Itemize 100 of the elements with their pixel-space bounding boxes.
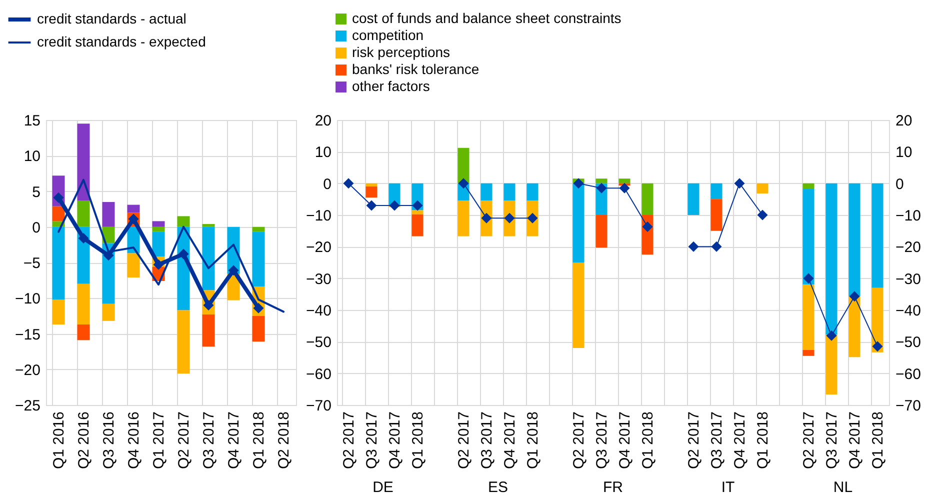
- x-tick-label: Q3 2017: [478, 412, 496, 470]
- point: [228, 265, 239, 276]
- bar: [177, 216, 190, 227]
- bar: [127, 253, 140, 278]
- x-tick-label: Q2 2017: [686, 412, 702, 470]
- x-tick-label: Q1 2018: [410, 412, 426, 470]
- bar: [77, 200, 90, 227]
- y-tick-label: 15: [24, 112, 40, 130]
- y2-tick-label: −30: [896, 270, 921, 288]
- bar: [52, 300, 65, 324]
- legend-label: risk perceptions: [352, 44, 450, 60]
- point: [872, 341, 883, 352]
- x-tick-label: Q1 2018: [870, 412, 886, 470]
- bar: [127, 204, 140, 213]
- y-tick-label: −10: [15, 290, 40, 308]
- point: [178, 248, 189, 260]
- x-tick-label: Q1 2016: [50, 412, 68, 470]
- legend-label: banks' risk tolerance: [352, 61, 480, 77]
- line-series: [58, 178, 284, 313]
- legend-label: cost of funds and balance sheet constraints: [352, 10, 622, 26]
- bar: [618, 178, 630, 184]
- text: DE: [372, 479, 394, 496]
- bar: [152, 221, 165, 227]
- legend-label: other factors: [352, 78, 430, 94]
- x-tick-label: Q3 2017: [594, 412, 610, 470]
- x-tick-label: Q4 2017: [732, 412, 748, 470]
- bar: [252, 316, 265, 342]
- bar: [77, 124, 90, 201]
- x-tick-label: Q2 2017: [340, 412, 358, 470]
- bar: [202, 224, 215, 227]
- text: IT: [721, 479, 735, 496]
- point: [253, 302, 264, 314]
- y-tick-label: 5: [32, 184, 40, 201]
- bar: [102, 226, 115, 244]
- text: NL: [833, 479, 853, 496]
- y-tick-label: 10: [314, 144, 332, 162]
- y-tick-label: −40: [306, 302, 332, 320]
- x-tick-label: Q4 2017: [846, 412, 864, 470]
- bar: [52, 206, 65, 222]
- y-tick-label: 0: [323, 176, 332, 193]
- bar: [77, 284, 90, 324]
- x-tick-label: Q2 2017: [176, 412, 192, 470]
- x-tick-label: Q3 2017: [364, 412, 380, 470]
- bar: [572, 262, 584, 348]
- point: [849, 291, 860, 302]
- bar: [802, 189, 814, 285]
- x-tick-label: Q1 2018: [754, 412, 772, 470]
- x-tick-label: Q4 2017: [226, 412, 242, 470]
- x-tick-label: Q2 2017: [800, 412, 818, 470]
- bar: [77, 324, 90, 340]
- y2-tick-label: 10: [896, 144, 912, 162]
- y-tick-label: −5: [23, 255, 40, 272]
- x-tick-label: Q2 2017: [456, 412, 472, 470]
- bar: [102, 304, 115, 321]
- y-tick-label: 20: [314, 112, 332, 130]
- point: [366, 200, 377, 211]
- x-tick-label: Q1 2017: [150, 412, 168, 470]
- y-tick-label: 10: [24, 148, 40, 166]
- x-tick-label: Q3 2017: [200, 412, 218, 470]
- y-tick-label: −25: [15, 398, 40, 414]
- bar: [848, 183, 860, 296]
- point: [389, 200, 400, 211]
- bar: [52, 226, 65, 300]
- y2-tick-label: 20: [896, 112, 912, 130]
- bar: [366, 183, 378, 186]
- y-tick-label: −30: [306, 270, 332, 288]
- bar: [252, 226, 265, 232]
- bar: [412, 210, 424, 214]
- text: ES: [488, 479, 508, 496]
- legend-label: credit standards - expected: [37, 34, 206, 50]
- point: [153, 259, 164, 270]
- legend-label: competition: [352, 27, 424, 43]
- point: [53, 192, 64, 203]
- x-tick-label: Q4 2017: [502, 412, 518, 470]
- y-tick-label: −20: [306, 239, 332, 256]
- y2-tick-label: −70: [896, 398, 921, 414]
- point: [343, 178, 354, 189]
- x-tick-label: Q4 2017: [386, 412, 404, 470]
- y-tick-label: −70: [306, 398, 332, 414]
- x-tick-label: Q1 2018: [640, 412, 656, 470]
- point: [78, 233, 89, 244]
- y2-tick-label: −10: [896, 208, 921, 224]
- x-tick-label: Q4 2016: [126, 412, 142, 470]
- y2-tick-label: −50: [896, 334, 921, 352]
- x-tick-label: Q4 2017: [616, 412, 634, 470]
- y2-tick-label: 0: [896, 176, 904, 193]
- legend-label: credit standards - actual: [37, 10, 186, 26]
- y-tick-label: −20: [15, 362, 40, 379]
- y2-tick-label: −60: [896, 366, 921, 383]
- text: FR: [603, 479, 624, 496]
- y2-tick-label: −40: [896, 302, 921, 320]
- point: [803, 273, 814, 284]
- x-tick-label: Q2 2016: [76, 412, 92, 470]
- y-tick-label: −60: [306, 366, 332, 383]
- y-tick-label: −50: [306, 334, 332, 352]
- bar: [826, 334, 838, 395]
- x-tick-label: Q1 2018: [524, 412, 542, 470]
- bar: [458, 148, 470, 184]
- x-tick-label: Q3 2017: [824, 412, 840, 470]
- point: [103, 250, 114, 261]
